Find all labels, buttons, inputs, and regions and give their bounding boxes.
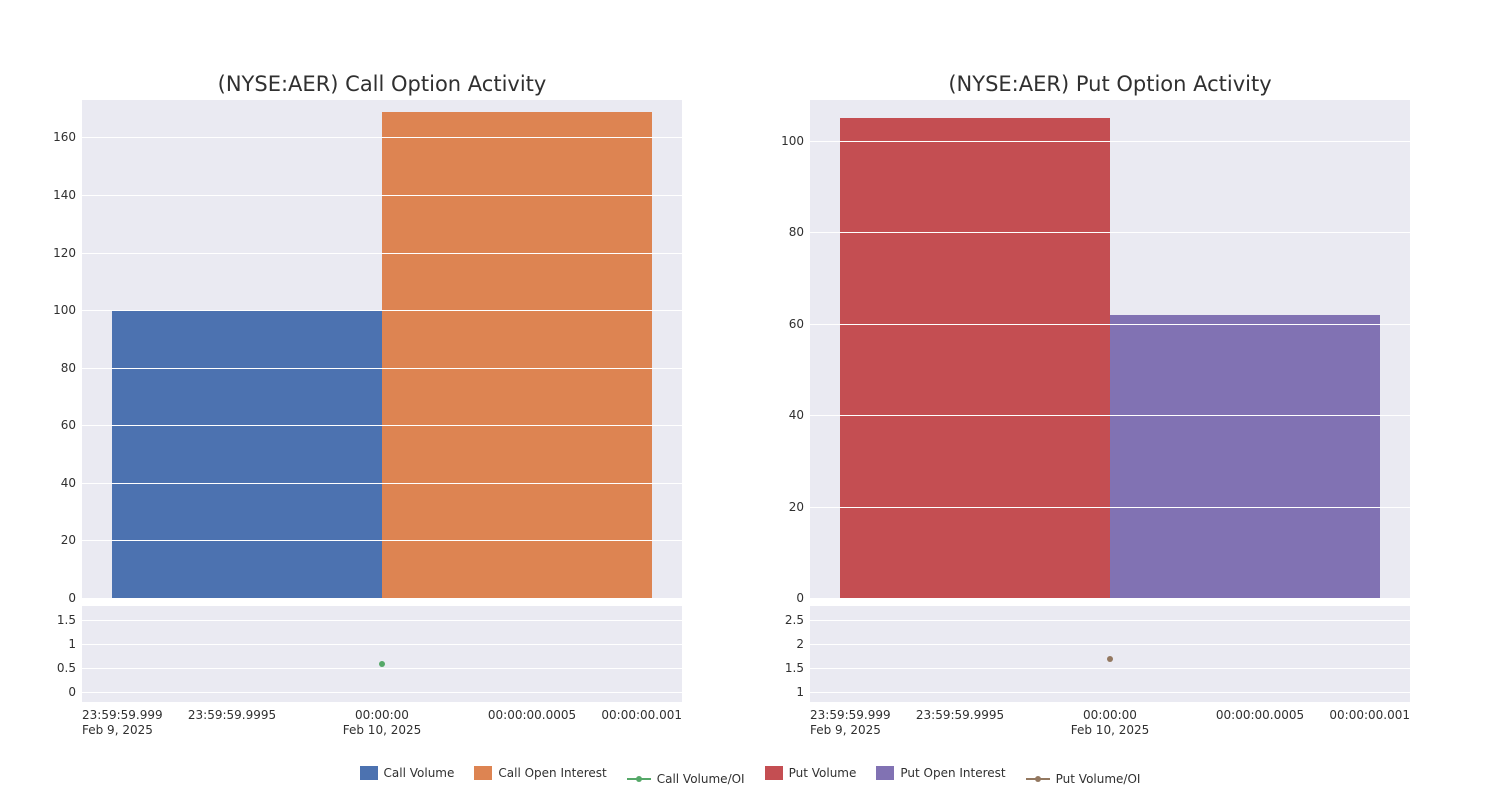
ytick-label: 160 — [53, 130, 82, 144]
xtick-label: 23:59:59.9995 — [916, 702, 1004, 723]
ytick-label: 80 — [789, 225, 810, 239]
ytick-label: 20 — [61, 533, 82, 547]
legend-item: Put Volume — [765, 766, 857, 780]
gridline — [810, 232, 1410, 233]
call-ratio-axes: 00.511.523:59:59.999Feb 9, 202523:59:59.… — [82, 606, 682, 702]
bar-call-open-interest — [382, 112, 652, 598]
ytick-label: 0 — [68, 591, 82, 605]
ytick-label: 1.5 — [785, 661, 810, 675]
bar-put-volume — [840, 118, 1110, 598]
ytick-label: 2 — [796, 637, 810, 651]
call-main-axes: 020406080100120140160 — [82, 100, 682, 598]
figure: (NYSE:AER) Call Option Activity 02040608… — [0, 0, 1500, 800]
xtick-label: 00:00:00.0005 — [488, 702, 576, 723]
legend-item: Call Volume/OI — [627, 772, 745, 786]
gridline — [810, 598, 1410, 599]
legend-line-marker — [1026, 778, 1050, 780]
marker-put-volume-oi — [1107, 656, 1113, 662]
gridline — [82, 253, 682, 254]
ytick-label: 1.5 — [57, 613, 82, 627]
legend-label: Put Volume/OI — [1056, 772, 1141, 786]
xtick-label: 23:59:59.9995 — [188, 702, 276, 723]
gridline — [810, 141, 1410, 142]
gridline — [810, 415, 1410, 416]
gridline — [810, 507, 1410, 508]
xtick-label: 00:00:00.001 — [1329, 702, 1410, 723]
legend-label: Call Volume — [384, 766, 455, 780]
gridline — [810, 692, 1410, 693]
marker-call-volume-oi — [379, 661, 385, 667]
gridline — [82, 310, 682, 311]
gridline — [82, 692, 682, 693]
bar-put-open-interest — [1110, 315, 1380, 598]
xtick-label: 23:59:59.999Feb 9, 2025 — [810, 702, 891, 738]
legend-label: Put Volume — [789, 766, 857, 780]
ytick-label: 1 — [796, 685, 810, 699]
ytick-label: 2.5 — [785, 613, 810, 627]
title-call: (NYSE:AER) Call Option Activity — [82, 72, 682, 96]
gridline — [82, 598, 682, 599]
ytick-label: 1 — [68, 637, 82, 651]
ytick-label: 60 — [789, 317, 810, 331]
legend-swatch — [474, 766, 492, 780]
ytick-label: 0 — [796, 591, 810, 605]
put-main-axes: 020406080100 — [810, 100, 1410, 598]
gridline — [82, 483, 682, 484]
legend-label: Call Open Interest — [498, 766, 606, 780]
xtick-label: 00:00:00Feb 10, 2025 — [343, 702, 422, 738]
ytick-label: 40 — [789, 408, 810, 422]
legend-swatch — [360, 766, 378, 780]
ytick-label: 140 — [53, 188, 82, 202]
legend-item: Put Volume/OI — [1026, 772, 1141, 786]
gridline — [82, 668, 682, 669]
ytick-label: 20 — [789, 500, 810, 514]
ytick-label: 80 — [61, 361, 82, 375]
gridline — [810, 644, 1410, 645]
put-ratio-axes: 11.522.523:59:59.999Feb 9, 202523:59:59.… — [810, 606, 1410, 702]
gridline — [82, 540, 682, 541]
legend-item: Put Open Interest — [876, 766, 1005, 780]
legend-item: Call Volume — [360, 766, 455, 780]
legend-swatch — [765, 766, 783, 780]
ytick-label: 100 — [53, 303, 82, 317]
ytick-label: 120 — [53, 246, 82, 260]
xtick-label: 23:59:59.999Feb 9, 2025 — [82, 702, 163, 738]
legend-label: Put Open Interest — [900, 766, 1005, 780]
legend-line-marker — [627, 778, 651, 780]
ytick-label: 40 — [61, 476, 82, 490]
ytick-label: 0.5 — [57, 661, 82, 675]
gridline — [82, 425, 682, 426]
legend: Call Volume Call Open Interest Call Volume… — [0, 766, 1500, 786]
ytick-label: 0 — [68, 685, 82, 699]
ytick-label: 100 — [781, 134, 810, 148]
gridline — [82, 644, 682, 645]
panel-call: (NYSE:AER) Call Option Activity 02040608… — [82, 0, 682, 800]
gridline — [82, 620, 682, 621]
xtick-label: 00:00:00Feb 10, 2025 — [1071, 702, 1150, 738]
bar-call-volume — [112, 310, 382, 598]
title-put: (NYSE:AER) Put Option Activity — [810, 72, 1410, 96]
gridline — [82, 137, 682, 138]
gridline — [810, 324, 1410, 325]
gridline — [82, 368, 682, 369]
legend-item: Call Open Interest — [474, 766, 606, 780]
gridline — [810, 668, 1410, 669]
gridline — [810, 620, 1410, 621]
gridline — [82, 195, 682, 196]
panel-put: (NYSE:AER) Put Option Activity 020406080… — [810, 0, 1410, 800]
legend-label: Call Volume/OI — [657, 772, 745, 786]
ytick-label: 60 — [61, 418, 82, 432]
xtick-label: 00:00:00.001 — [601, 702, 682, 723]
legend-swatch — [876, 766, 894, 780]
xtick-label: 00:00:00.0005 — [1216, 702, 1304, 723]
